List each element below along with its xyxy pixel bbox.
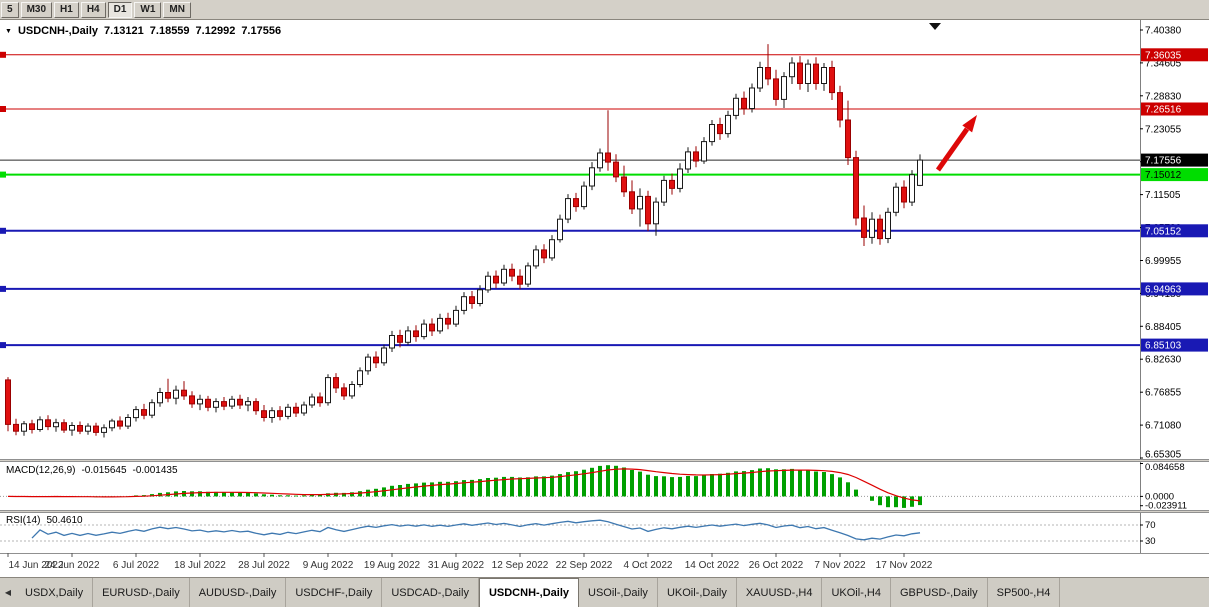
tab-xauusd-h4[interactable]: XAUUSD-,H4 bbox=[737, 578, 823, 607]
tab-gbpusd-daily[interactable]: GBPUSD-,Daily bbox=[891, 578, 988, 607]
chart-tabbar: ◀ USDX,Daily EURUSD-,Daily AUDUSD-,Daily… bbox=[0, 577, 1209, 607]
trend-arrow bbox=[935, 115, 977, 172]
timeframe-button-m30[interactable]: M30 bbox=[20, 1, 53, 18]
svg-text:7.05152: 7.05152 bbox=[1145, 226, 1182, 237]
svg-text:28 Jul 2022: 28 Jul 2022 bbox=[238, 560, 290, 571]
price-badge: 7.05152 bbox=[1141, 224, 1208, 238]
svg-text:7 Nov 2022: 7 Nov 2022 bbox=[814, 560, 866, 571]
svg-text:7.23055: 7.23055 bbox=[1145, 124, 1182, 135]
svg-text:0.084658: 0.084658 bbox=[1145, 462, 1185, 473]
svg-text:6.82630: 6.82630 bbox=[1145, 355, 1182, 366]
timeframe-toolbar: 5 M30 H1 H4 D1 W1 MN bbox=[0, 0, 1209, 20]
price-badge: 7.15012 bbox=[1141, 168, 1208, 182]
tab-ukoil-h4[interactable]: UKOil-,H4 bbox=[822, 578, 891, 607]
timeframe-button-w1[interactable]: W1 bbox=[134, 1, 162, 18]
price-badge: 6.85103 bbox=[1141, 338, 1208, 352]
chart-canvas[interactable]: 7.403807.346057.288307.230557.172807.115… bbox=[0, 20, 1209, 577]
tab-usdchf-daily[interactable]: USDCHF-,Daily bbox=[286, 578, 383, 607]
tab-usdcad-daily[interactable]: USDCAD-,Daily bbox=[382, 578, 479, 607]
svg-text:26 Oct 2022: 26 Oct 2022 bbox=[749, 560, 804, 571]
tab-eurusd-daily[interactable]: EURUSD-,Daily bbox=[93, 578, 190, 607]
svg-text:7.40380: 7.40380 bbox=[1145, 26, 1182, 37]
svg-text:14 Oct 2022: 14 Oct 2022 bbox=[685, 560, 740, 571]
tab-usdx-daily[interactable]: USDX,Daily bbox=[16, 578, 94, 607]
svg-text:6 Jul 2022: 6 Jul 2022 bbox=[113, 560, 160, 571]
tab-scroll-left-icon[interactable]: ◀ bbox=[4, 588, 12, 597]
svg-text:7.26516: 7.26516 bbox=[1145, 105, 1182, 116]
level-lines bbox=[0, 51, 1140, 349]
timeframe-button-h4[interactable]: H4 bbox=[80, 1, 106, 18]
svg-text:22 Sep 2022: 22 Sep 2022 bbox=[556, 560, 613, 571]
svg-text:70: 70 bbox=[1145, 520, 1156, 531]
price-chart-svg: 7.403807.346057.288307.230557.172807.115… bbox=[0, 20, 1209, 571]
svg-text:6.71080: 6.71080 bbox=[1145, 421, 1182, 432]
svg-text:7.36035: 7.36035 bbox=[1145, 50, 1182, 61]
tab-usdcnh-daily[interactable]: USDCNH-,Daily bbox=[478, 578, 580, 607]
svg-text:31 Aug 2022: 31 Aug 2022 bbox=[428, 560, 485, 571]
svg-text:6.76855: 6.76855 bbox=[1145, 388, 1182, 399]
svg-text:9 Aug 2022: 9 Aug 2022 bbox=[303, 560, 354, 571]
svg-text:6.85103: 6.85103 bbox=[1145, 341, 1182, 352]
price-badge: 7.17556 bbox=[1141, 153, 1208, 167]
svg-text:-0.023911: -0.023911 bbox=[1145, 501, 1187, 512]
candles-layer bbox=[5, 44, 923, 438]
svg-text:14 Jun 2022: 14 Jun 2022 bbox=[8, 560, 63, 571]
svg-text:30: 30 bbox=[1145, 536, 1156, 547]
svg-text:6.65305: 6.65305 bbox=[1145, 450, 1182, 461]
svg-text:6.94963: 6.94963 bbox=[1145, 284, 1182, 295]
svg-text:4 Oct 2022: 4 Oct 2022 bbox=[624, 560, 673, 571]
tab-usoil-daily[interactable]: USOil-,Daily bbox=[579, 578, 658, 607]
price-axis: 7.403807.346057.288307.230557.172807.115… bbox=[1140, 20, 1208, 553]
timeframe-button-5[interactable]: 5 bbox=[1, 1, 19, 18]
timeframe-button-d1[interactable]: D1 bbox=[107, 1, 133, 18]
tab-audusd-daily[interactable]: AUDUSD-,Daily bbox=[190, 578, 287, 607]
timeframe-button-mn[interactable]: MN bbox=[163, 1, 191, 18]
svg-text:17 Nov 2022: 17 Nov 2022 bbox=[876, 560, 933, 571]
svg-text:24 Jun 2022: 24 Jun 2022 bbox=[44, 560, 99, 571]
svg-text:7.28830: 7.28830 bbox=[1145, 91, 1182, 102]
svg-text:7.11505: 7.11505 bbox=[1145, 190, 1181, 201]
svg-text:7.17556: 7.17556 bbox=[1145, 156, 1182, 167]
svg-text:0.0000: 0.0000 bbox=[1145, 491, 1174, 502]
svg-text:6.88405: 6.88405 bbox=[1145, 322, 1182, 333]
macd-panel: 0.084658 0.0000-0.023911 bbox=[0, 462, 1187, 512]
tab-ukoil-daily[interactable]: UKOil-,Daily bbox=[658, 578, 737, 607]
svg-text:19 Aug 2022: 19 Aug 2022 bbox=[364, 560, 421, 571]
svg-text:7.34605: 7.34605 bbox=[1145, 58, 1182, 69]
price-badge: 6.94963 bbox=[1141, 282, 1208, 296]
timeframe-button-h1[interactable]: H1 bbox=[54, 1, 79, 18]
shift-marker-icon bbox=[929, 23, 941, 30]
svg-text:6.99955: 6.99955 bbox=[1145, 256, 1182, 267]
panel-separators bbox=[0, 459, 1209, 554]
svg-text:12 Sep 2022: 12 Sep 2022 bbox=[492, 560, 549, 571]
price-badge: 7.26516 bbox=[1141, 102, 1208, 116]
svg-text:7.15012: 7.15012 bbox=[1145, 170, 1182, 181]
svg-text:18 Jul 2022: 18 Jul 2022 bbox=[174, 560, 226, 571]
price-badge: 7.36035 bbox=[1141, 48, 1208, 62]
tab-sp500-h4[interactable]: SP500-,H4 bbox=[988, 578, 1061, 607]
